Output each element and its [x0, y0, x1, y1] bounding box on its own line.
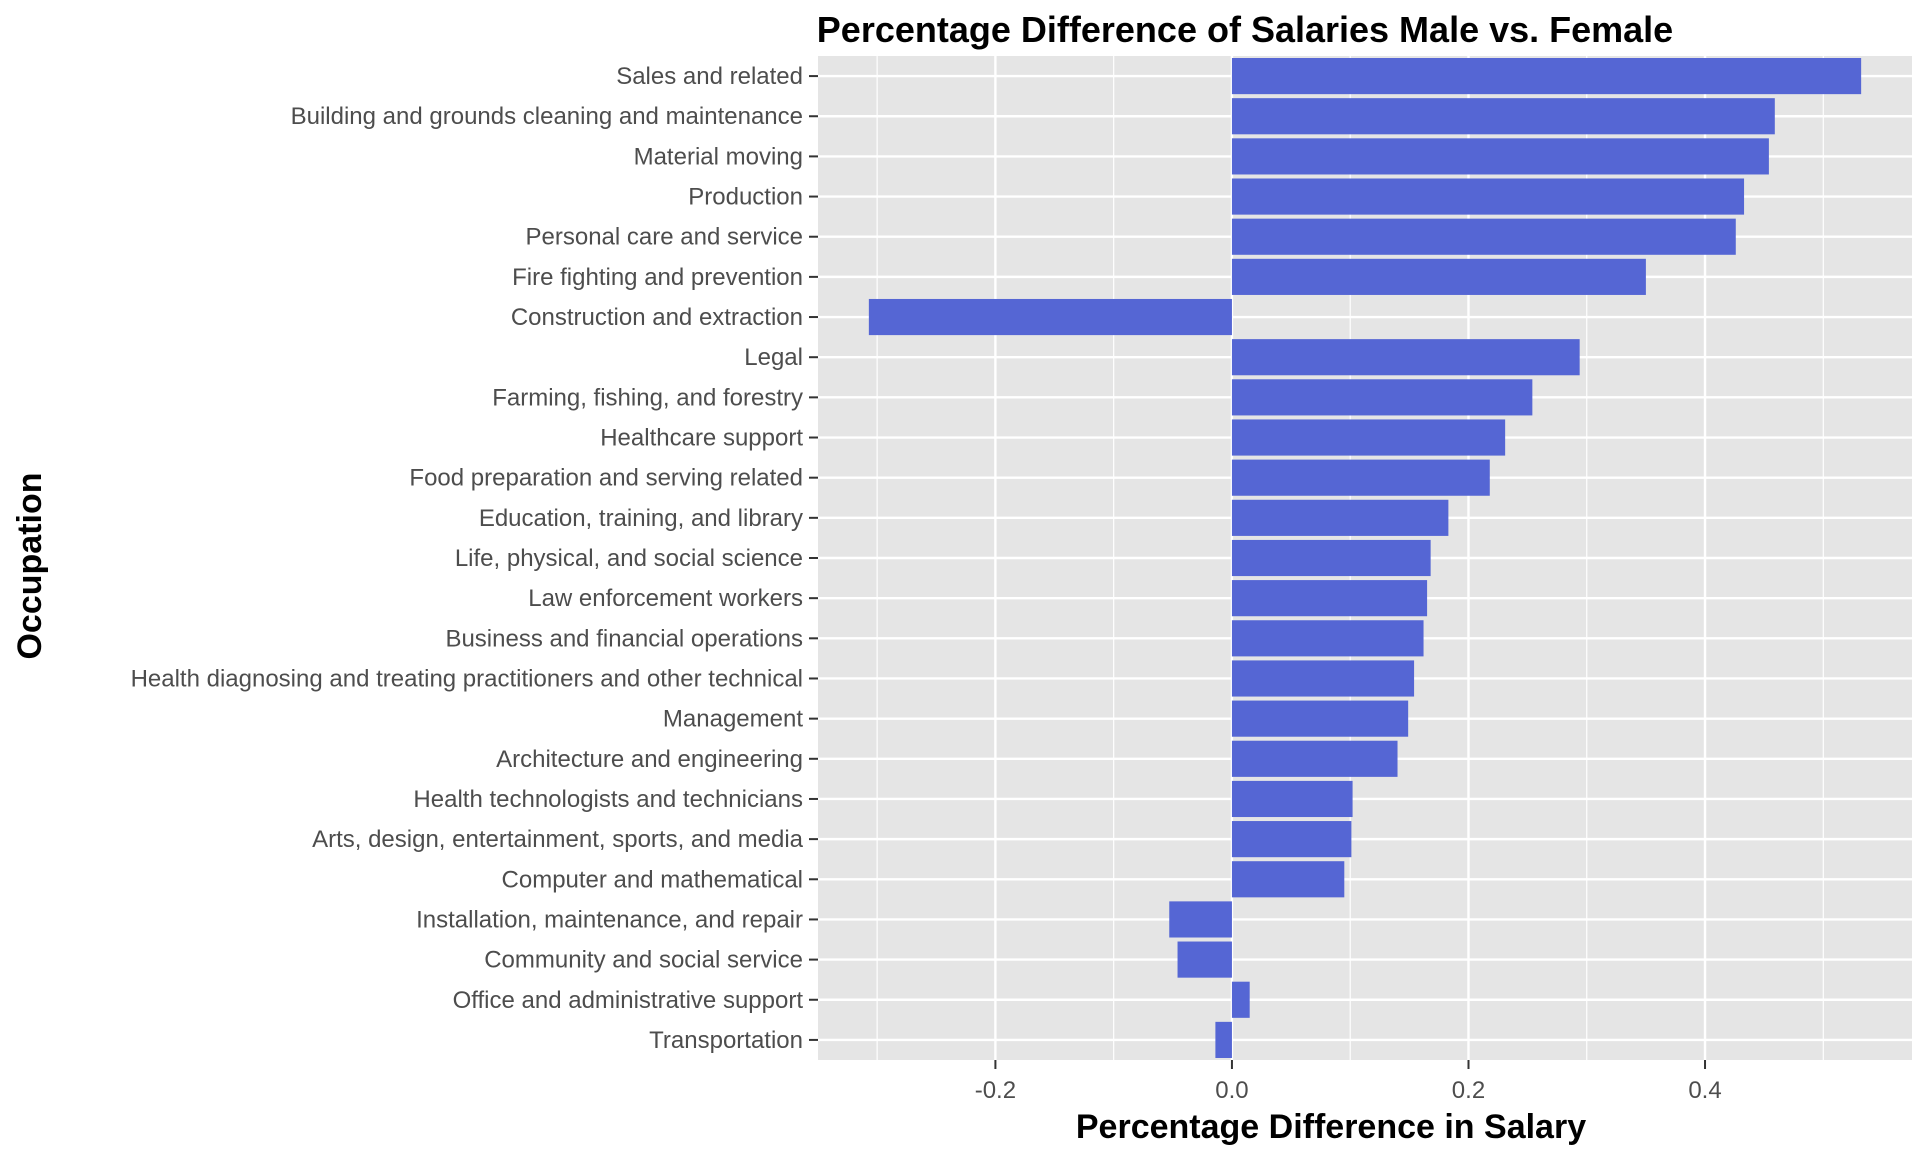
chart-title: Percentage Difference of Salaries Male v…: [817, 9, 1673, 50]
category-label: Life, physical, and social science: [455, 545, 803, 572]
x-tick-label: -0.2: [975, 1077, 1016, 1104]
category-label: Food preparation and serving related: [409, 465, 803, 492]
bar: [1231, 539, 1431, 577]
bar: [1231, 821, 1352, 858]
bar: [1231, 660, 1415, 697]
bar: [1231, 98, 1775, 135]
category-label: Health diagnosing and treating practitio…: [131, 665, 803, 692]
category-label: Arts, design, entertainment, sports, and…: [312, 826, 804, 853]
category-label: Management: [663, 706, 803, 733]
category-label: Transportation: [649, 1027, 803, 1054]
bar: [1215, 1021, 1232, 1058]
category-label: Legal: [744, 344, 803, 371]
bar: [1231, 780, 1353, 818]
category-label: Fire fighting and prevention: [512, 264, 803, 291]
bar: [1231, 580, 1428, 617]
category-label: Healthcare support: [600, 425, 803, 452]
category-label: Architecture and engineering: [496, 746, 803, 773]
bar: [1231, 620, 1424, 657]
bar: [1231, 419, 1506, 456]
bar: [1231, 700, 1409, 737]
y-axis-title: Occupation: [11, 472, 49, 659]
category-label: Personal care and service: [526, 224, 803, 251]
bar: [1231, 339, 1580, 376]
category-label: Health technologists and technicians: [413, 786, 803, 813]
bar: [1231, 178, 1745, 215]
bar: [868, 298, 1232, 336]
bar: [1231, 499, 1449, 536]
bar: [1231, 258, 1646, 295]
category-label: Law enforcement workers: [528, 585, 803, 612]
x-tick-label: 0.2: [1452, 1077, 1485, 1104]
bar: [1177, 941, 1232, 978]
category-label: Production: [688, 184, 803, 211]
category-label: Sales and related: [616, 63, 803, 90]
category-label: Building and grounds cleaning and mainte…: [291, 103, 803, 130]
bar: [1231, 138, 1769, 175]
x-tick-label: 0.0: [1215, 1077, 1248, 1104]
category-label: Office and administrative support: [453, 987, 804, 1014]
bar: [1231, 379, 1533, 416]
bar: [1231, 740, 1398, 777]
bar: [1231, 58, 1862, 95]
x-axis-ticks: [994, 1060, 1707, 1069]
category-label: Construction and extraction: [511, 304, 803, 331]
bar: [1169, 901, 1232, 938]
category-label: Farming, fishing, and forestry: [492, 384, 803, 411]
bar: [1231, 218, 1736, 255]
category-label: Installation, maintenance, and repair: [416, 906, 803, 933]
category-label: Business and financial operations: [445, 625, 803, 652]
category-label: Community and social service: [484, 947, 803, 974]
category-label: Computer and mathematical: [502, 866, 803, 893]
y-axis-labels: Sales and related Building and grounds cl…: [131, 63, 804, 1054]
x-axis-title: Percentage Difference in Salary: [1076, 1108, 1586, 1146]
bar: [1231, 459, 1490, 496]
x-tick-label: 0.4: [1688, 1077, 1721, 1104]
y-axis-ticks: [809, 75, 818, 1041]
category-label: Education, training, and library: [479, 505, 803, 532]
category-label: Material moving: [634, 143, 803, 170]
bars: [868, 58, 1862, 1058]
x-axis-labels: -0.2 0.0 0.2 0.4: [975, 1077, 1722, 1104]
bar: [1231, 981, 1250, 1018]
bar: [1231, 861, 1345, 898]
